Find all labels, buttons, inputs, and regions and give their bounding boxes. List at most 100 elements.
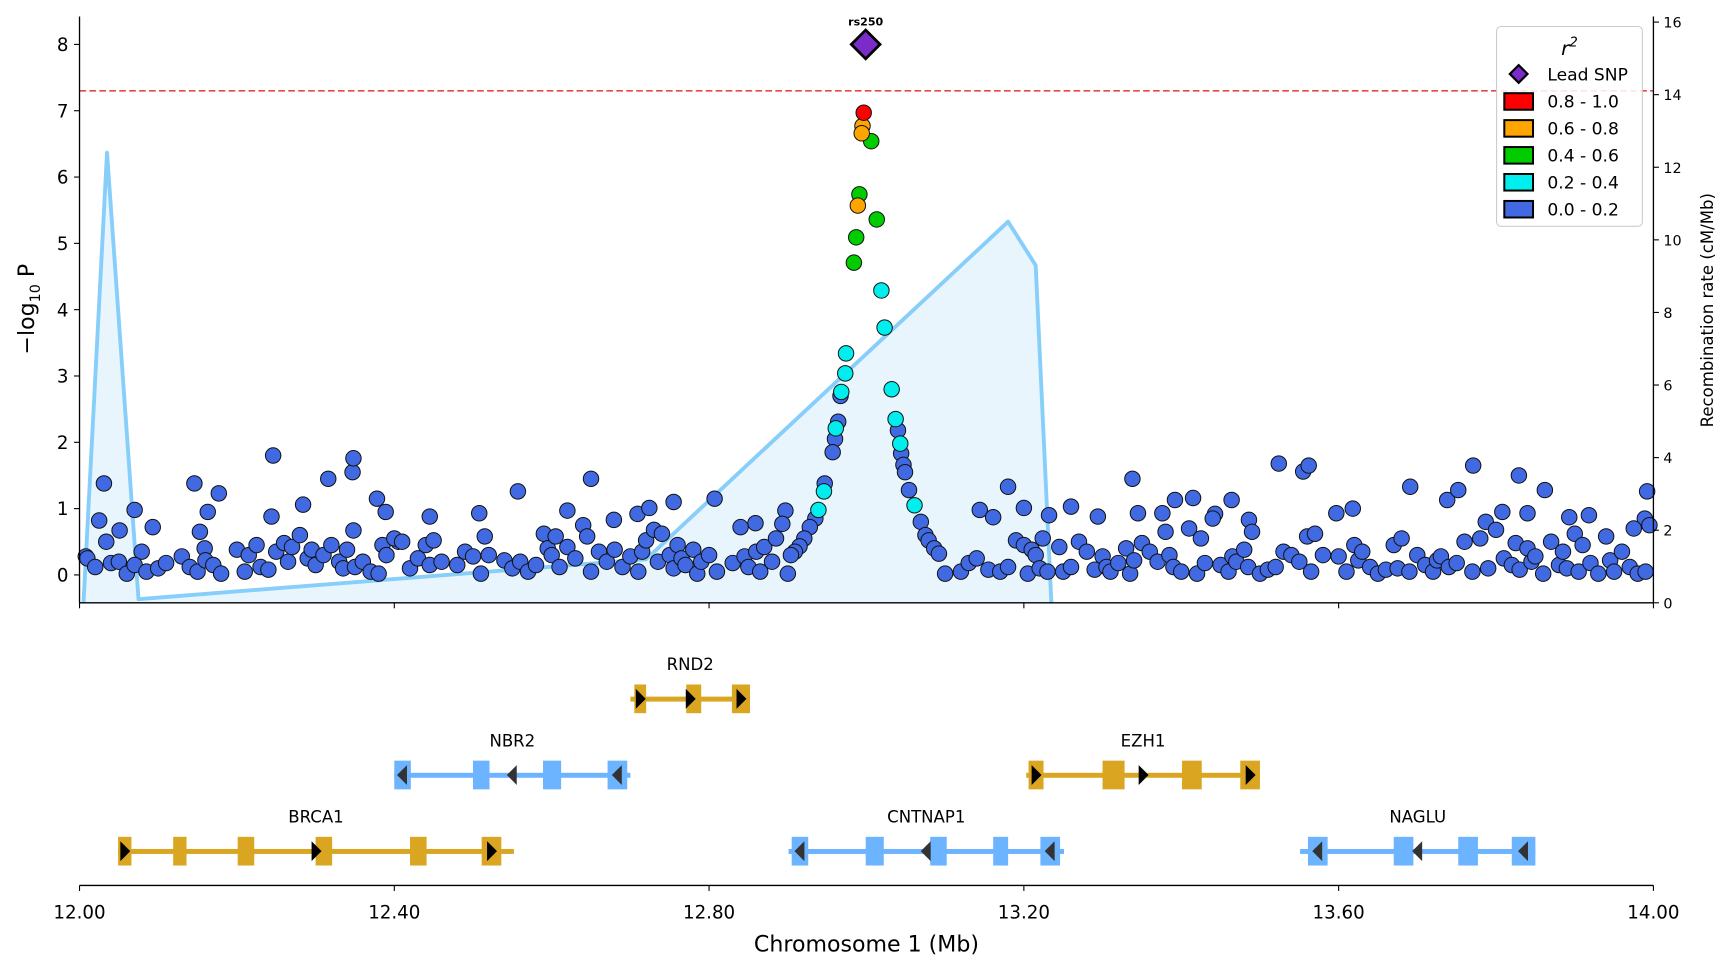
snp-point [1561,508,1578,526]
snp-point [1536,481,1554,499]
y-tick-label: 7 [57,101,69,122]
snp-point [421,508,438,525]
legend-marker-lead-snp [1508,63,1530,85]
snp-point [853,125,870,142]
snp-point [598,553,616,570]
y-tick-label: 2 [57,433,69,454]
snp-point [1039,563,1056,580]
gene-ezh1[interactable]: EZH1 [1026,731,1260,790]
y2-tick-label: 4 [1663,451,1672,467]
snp-point [543,546,560,564]
recombination-fill [83,152,1052,603]
snp-point [1534,565,1552,582]
strand-arrow-icon [120,841,131,862]
exon [1458,836,1478,866]
gene-rnd2[interactable]: RND2 [630,655,751,714]
strand-arrow-icon [685,688,696,709]
gene-label: RND2 [667,655,714,674]
y2-axis-label: Recombination rate (cM/Mb) [1698,193,1717,427]
y2-tick-label: 0 [1663,596,1672,612]
exon [315,836,333,866]
snp-point [1306,525,1324,543]
snp-point [111,522,128,539]
snp-point [1314,546,1332,564]
snp-point [1166,491,1184,509]
lead-snp-label: rs250 [848,16,883,29]
y2-tick-label: 10 [1663,233,1681,249]
snp-point [892,435,909,452]
recombination-rate-line [81,150,1054,603]
snp-point [1566,525,1584,543]
snp-point [1393,530,1410,547]
legend-swatch [1503,119,1535,138]
snp-point [567,550,584,567]
y-tick-label: 8 [57,35,69,56]
snp-point [706,490,723,507]
snp-point [578,528,596,545]
snp-point [345,522,362,539]
snp-point [126,501,143,519]
snp-point [1605,563,1623,580]
x-tick-label: 12.00 [53,903,105,924]
exon [993,836,1009,866]
strand-arrow-icon [397,765,407,785]
gene-track: BRCA1 NBR2 RND2 CNTNAP1 EZH1 NAGLU [118,655,1536,866]
snp-point [248,536,265,554]
gene-label: NBR2 [489,731,535,750]
snp-point [199,503,216,521]
snp-point [1637,563,1654,580]
snp-point [464,548,482,565]
snp-point [755,538,773,556]
snp-point [827,420,844,437]
snp-point [1330,548,1347,565]
snp-point [873,282,890,299]
strand-arrow-icon [1044,841,1055,862]
gene-label: EZH1 [1121,731,1166,750]
strand-arrow-icon [920,841,931,862]
legend-swatch [1503,172,1535,192]
snp-point [751,563,769,580]
y2-tick-label: 6 [1663,379,1672,395]
snp-point [1223,491,1240,509]
exon [1102,760,1125,790]
snp-point [320,470,337,488]
snp-point [774,515,791,533]
snp-point [906,497,923,514]
snp-point [86,558,104,576]
snp-point [264,447,282,464]
snp-point [480,546,497,564]
y2-tick-label: 2 [1663,524,1672,540]
gene-nbr2[interactable]: NBR2 [394,731,631,790]
snp-point [847,229,865,246]
strand-arrow-icon [506,765,517,785]
snp-point [1456,533,1473,550]
snp-point [815,483,833,500]
y-tick-label: 1 [57,499,69,520]
snp-point [845,254,863,271]
snp-point [1450,481,1467,499]
strand-arrow-icon [1518,841,1528,862]
x-axis-label: Chromosome 1 (Mb) [754,933,979,958]
gene-brca1[interactable]: BRCA1 [118,807,514,866]
snp-point [630,563,647,580]
strand-arrow-icon [1412,841,1423,862]
snp-point [1464,457,1482,474]
snp-point [344,463,361,481]
legend-swatch [1503,92,1535,111]
snp-point [1519,505,1536,522]
snp-point [1124,470,1141,488]
snp-point [559,538,576,556]
legend-label: 0.6 - 0.8 [1547,119,1619,139]
x-tick-label: 13.60 [1313,903,1365,924]
legend-label: 0.0 - 0.2 [1547,200,1619,220]
snp-point [1062,498,1080,515]
snp-point [1479,560,1497,577]
gene-naglu[interactable]: NAGLU [1300,807,1536,866]
snp-point [449,556,466,574]
snp-point [98,533,115,550]
snp-point [345,450,362,467]
strand-arrow-icon [1312,841,1323,862]
gene-cntnap1[interactable]: CNTNAP1 [788,807,1064,866]
snp-point [1110,554,1127,572]
